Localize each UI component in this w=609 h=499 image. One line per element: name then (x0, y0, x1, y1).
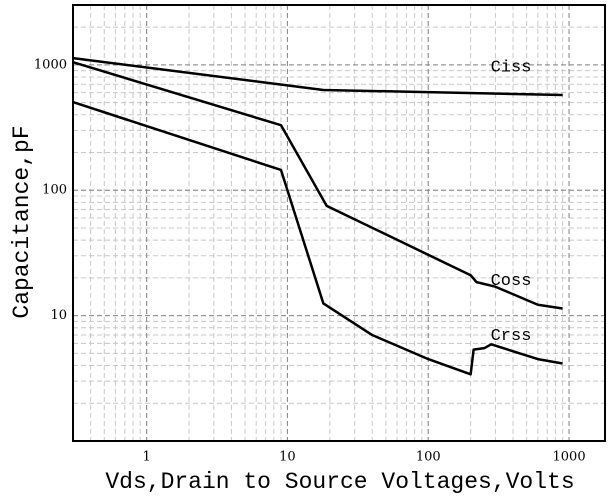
x-tick-label: 1000 (553, 450, 586, 465)
series-line (72, 100, 563, 376)
y-tick-label: 10 (50, 308, 67, 323)
y-tick-label: 100 (42, 183, 67, 198)
x-tick-label: 1 (142, 450, 150, 465)
series-label: Crss (491, 327, 532, 346)
y-tick-label: 1000 (34, 57, 67, 72)
plot-frame (72, 4, 606, 442)
x-axis-label: Vds,Drain to Source Voltages,Volts (105, 469, 574, 495)
x-tick-label: 100 (416, 450, 441, 465)
series-label: Coss (491, 272, 532, 291)
series-line (72, 56, 563, 97)
x-tick-label: 10 (279, 450, 296, 465)
series-label: Ciss (491, 58, 532, 77)
series-line (72, 60, 563, 310)
y-axis-label: Capacitance,pF (9, 125, 35, 318)
